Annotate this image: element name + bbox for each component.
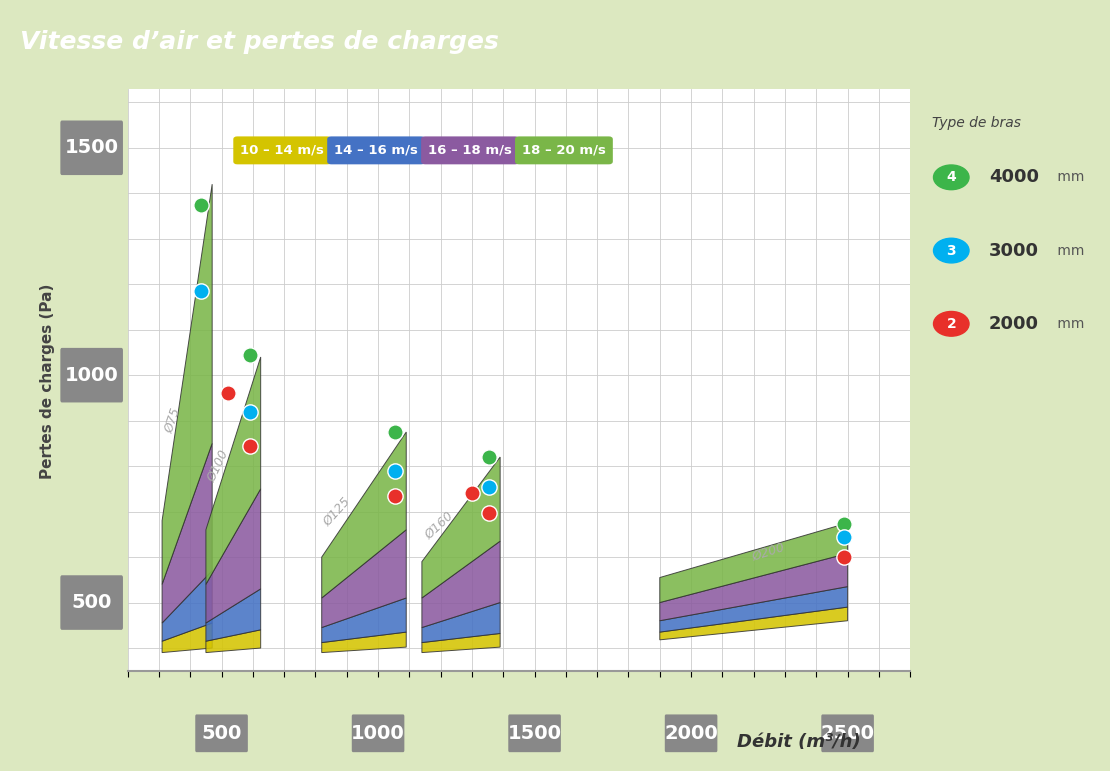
- Text: 2000: 2000: [664, 724, 718, 742]
- Text: Pertes de charges (Pa): Pertes de charges (Pa): [40, 284, 56, 480]
- Text: 1000: 1000: [351, 724, 405, 742]
- Polygon shape: [659, 554, 848, 621]
- Text: 1000: 1000: [64, 365, 119, 385]
- FancyBboxPatch shape: [60, 575, 123, 630]
- Polygon shape: [162, 443, 212, 623]
- Text: Ø100: Ø100: [204, 448, 231, 484]
- Polygon shape: [659, 587, 848, 632]
- Text: Ø200: Ø200: [750, 541, 787, 564]
- Polygon shape: [322, 632, 406, 652]
- Polygon shape: [322, 530, 406, 628]
- Text: 14 – 16 m/s: 14 – 16 m/s: [334, 144, 418, 157]
- Text: 4000: 4000: [989, 168, 1039, 187]
- Polygon shape: [659, 523, 848, 603]
- FancyBboxPatch shape: [821, 715, 874, 752]
- Text: Vitesse d’air et pertes de charges: Vitesse d’air et pertes de charges: [20, 30, 498, 54]
- Polygon shape: [422, 457, 501, 598]
- Polygon shape: [659, 607, 848, 640]
- Text: 18 – 20 m/s: 18 – 20 m/s: [522, 144, 606, 157]
- Text: 4: 4: [947, 170, 956, 184]
- Text: 2: 2: [947, 317, 956, 331]
- Text: 10 – 14 m/s: 10 – 14 m/s: [240, 144, 324, 157]
- FancyBboxPatch shape: [421, 136, 518, 164]
- Text: mm: mm: [1053, 170, 1084, 184]
- Text: 3: 3: [947, 244, 956, 258]
- Polygon shape: [206, 489, 261, 623]
- Text: 2000: 2000: [989, 315, 1039, 333]
- Text: 500: 500: [71, 593, 112, 612]
- Polygon shape: [322, 432, 406, 598]
- FancyBboxPatch shape: [195, 715, 248, 752]
- Polygon shape: [322, 598, 406, 642]
- Text: Type de bras: Type de bras: [932, 116, 1021, 130]
- Polygon shape: [422, 603, 501, 642]
- Text: 3000: 3000: [989, 241, 1039, 260]
- Polygon shape: [206, 589, 261, 641]
- Text: mm: mm: [1053, 244, 1084, 258]
- FancyBboxPatch shape: [60, 348, 123, 402]
- FancyBboxPatch shape: [515, 136, 613, 164]
- Text: 1500: 1500: [507, 724, 562, 742]
- Polygon shape: [162, 571, 212, 641]
- Polygon shape: [422, 541, 501, 628]
- FancyBboxPatch shape: [665, 715, 717, 752]
- FancyBboxPatch shape: [508, 715, 561, 752]
- Polygon shape: [206, 357, 261, 584]
- Text: Débit (m³/h): Débit (m³/h): [737, 732, 861, 751]
- Text: 16 – 18 m/s: 16 – 18 m/s: [428, 144, 512, 157]
- FancyBboxPatch shape: [327, 136, 425, 164]
- Polygon shape: [162, 623, 212, 652]
- Text: Ø75: Ø75: [163, 406, 183, 435]
- Text: mm: mm: [1053, 317, 1084, 331]
- Text: Ø160: Ø160: [422, 509, 456, 541]
- FancyBboxPatch shape: [60, 120, 123, 175]
- FancyBboxPatch shape: [352, 715, 404, 752]
- Text: 500: 500: [201, 724, 242, 742]
- Polygon shape: [206, 630, 261, 652]
- Polygon shape: [422, 634, 501, 652]
- Polygon shape: [162, 184, 212, 584]
- Text: 1500: 1500: [64, 138, 119, 157]
- Text: 2500: 2500: [820, 724, 875, 742]
- FancyBboxPatch shape: [233, 136, 331, 164]
- Text: Ø125: Ø125: [321, 495, 354, 529]
